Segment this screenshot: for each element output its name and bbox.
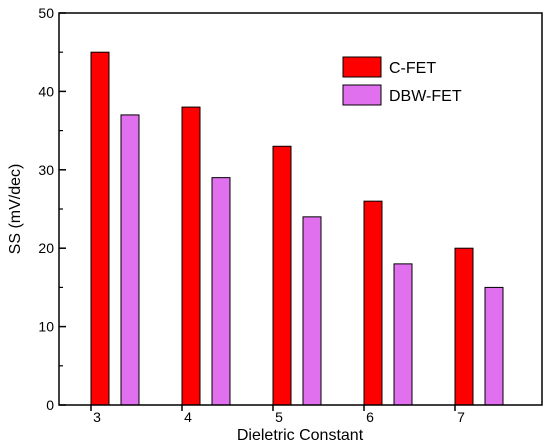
bar-dbw-fet-5 bbox=[302, 216, 322, 406]
legend-label-dbw-fet: DBW-FET bbox=[389, 88, 462, 105]
y-tick-label: 0 bbox=[46, 397, 54, 413]
x-tick-label: 4 bbox=[184, 409, 192, 425]
bar-c-fet-6 bbox=[363, 200, 383, 406]
legend-label-c-fet: C-FET bbox=[389, 60, 436, 77]
bar-c-fet-5 bbox=[272, 145, 292, 406]
bar-dbw-fet-6 bbox=[393, 263, 413, 406]
bar-c-fet-7 bbox=[454, 247, 474, 406]
y-tick-label: 20 bbox=[38, 240, 54, 256]
legend: C-FET DBW-FET bbox=[342, 56, 462, 106]
y-tick-label: 50 bbox=[38, 5, 54, 21]
bar-c-fet-4 bbox=[181, 106, 201, 406]
x-tick-label: 7 bbox=[457, 409, 465, 425]
y-axis-title: SS (mV/dec) bbox=[7, 164, 24, 255]
bar-dbw-fet-4 bbox=[211, 177, 231, 406]
legend-swatch-dbw-fet bbox=[342, 84, 382, 106]
y-tick-label: 40 bbox=[38, 83, 54, 99]
bars-group bbox=[90, 51, 504, 406]
y-tick-label: 30 bbox=[38, 162, 54, 178]
legend-swatch-c-fet bbox=[342, 56, 382, 78]
bar-dbw-fet-7 bbox=[484, 286, 504, 406]
bar-dbw-fet-3 bbox=[120, 114, 140, 406]
x-tick-label: 3 bbox=[93, 409, 101, 425]
x-tick-label: 6 bbox=[366, 409, 374, 425]
y-axis: 0 10 20 30 40 50 bbox=[38, 5, 66, 413]
x-tick-label: 5 bbox=[275, 409, 283, 425]
x-axis: 3 4 5 6 7 bbox=[90, 405, 465, 425]
bar-c-fet-3 bbox=[90, 51, 110, 406]
x-axis-title: Dieletric Constant bbox=[237, 427, 364, 444]
y-tick-label: 10 bbox=[38, 319, 54, 335]
